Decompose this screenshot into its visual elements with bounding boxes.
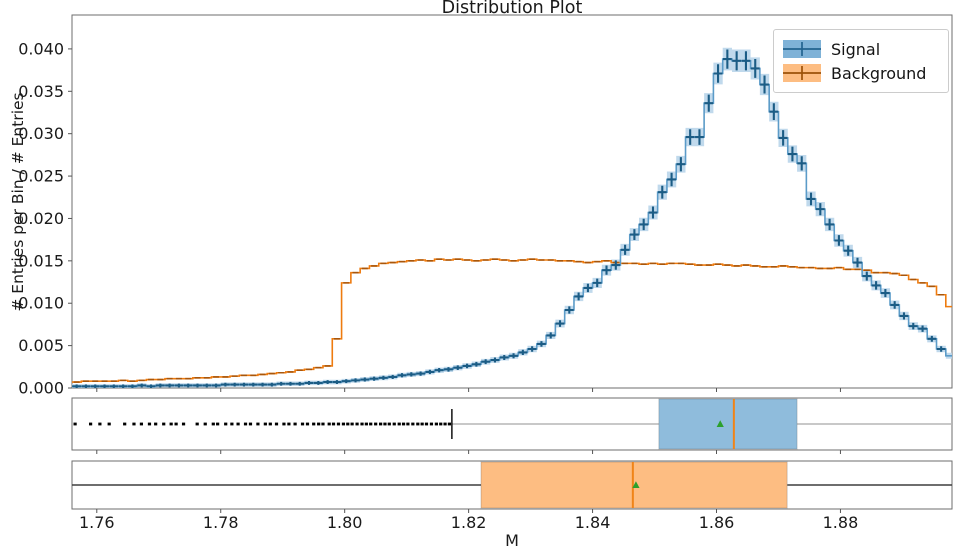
x-axis-label: M (72, 531, 952, 549)
legend: Signal Background (773, 29, 949, 93)
signal-boxplot-flier (406, 423, 409, 426)
signal-boxplot-flier (312, 423, 315, 426)
signal-boxplot-flier (393, 423, 396, 426)
signal-boxplot-flier (402, 423, 405, 426)
signal-boxplot-flier (282, 423, 285, 426)
signal-boxplot-flier (256, 423, 259, 426)
signal-boxplot-flier (430, 423, 433, 426)
figure: 1.761.781.801.821.841.861.880.0000.0050.… (0, 0, 957, 549)
signal-boxplot-flier (264, 423, 267, 426)
signal-boxplot-flier (383, 423, 386, 426)
signal-boxplot-flier (123, 423, 126, 426)
signal-boxplot-flier (337, 423, 340, 426)
signal-boxplot-flier (332, 423, 335, 426)
signal-boxplot-flier (182, 423, 185, 426)
signal-boxplot-flier (416, 423, 419, 426)
x-tick-label: 1.82 (451, 513, 487, 532)
signal-boxplot-flier (388, 423, 391, 426)
signal-boxplot-flier (230, 423, 233, 426)
signal-boxplot-flier (204, 423, 207, 426)
signal-boxplot-flier (162, 423, 165, 426)
chart-title: Distribution Plot (72, 0, 952, 18)
signal-boxplot-flier (301, 423, 304, 426)
y-tick-label: 0.040 (18, 39, 64, 58)
signal-boxplot-flier (216, 423, 219, 426)
signal-boxplot-box (659, 399, 797, 449)
x-tick-label: 1.78 (203, 513, 239, 532)
signal-boxplot-flier (275, 423, 278, 426)
legend-item-signal: Signal (783, 37, 939, 61)
signal-boxplot-flier (443, 423, 446, 426)
y-axis-label: # Entries per Bin / # Entries (9, 62, 27, 342)
signal-boxplot-flier (108, 423, 111, 426)
signal-boxplot-flier (224, 423, 227, 426)
x-tick-label: 1.86 (699, 513, 735, 532)
signal-boxplot-flier (365, 423, 368, 426)
x-tick-label: 1.76 (79, 513, 115, 532)
signal-boxplot-flier (212, 423, 215, 426)
x-tick-label: 1.84 (575, 513, 611, 532)
signal-boxplot-flier (170, 423, 173, 426)
signal-boxplot-flier (148, 423, 151, 426)
signal-boxplot-flier (196, 423, 199, 426)
signal-boxplot-flier (369, 423, 372, 426)
signal-boxplot-flier (249, 423, 252, 426)
signal-boxplot-flier (317, 423, 320, 426)
signal-boxplot-flier (175, 423, 178, 426)
signal-boxplot-flier (89, 423, 92, 426)
y-tick-label: 0.000 (18, 379, 64, 398)
signal-boxplot-flier (244, 423, 247, 426)
signal-boxplot-flier (435, 423, 438, 426)
signal-boxplot-flier (342, 423, 345, 426)
legend-label-signal: Signal (831, 40, 880, 59)
signal-swatch-icon (783, 39, 821, 59)
signal-boxplot-flier (269, 423, 272, 426)
signal-boxplot-flier (421, 423, 424, 426)
signal-boxplot-flier (140, 423, 143, 426)
background-swatch-icon (783, 63, 821, 83)
signal-boxplot-flier (236, 423, 239, 426)
legend-label-background: Background (831, 64, 926, 83)
x-tick-label: 1.88 (823, 513, 859, 532)
signal-boxplot-flier (306, 423, 309, 426)
signal-boxplot-flier (328, 423, 331, 426)
signal-boxplot-flier (411, 423, 414, 426)
signal-boxplot-flier (154, 423, 157, 426)
signal-boxplot-flier (439, 423, 442, 426)
signal-boxplot-flier (379, 423, 382, 426)
signal-boxplot-flier (355, 423, 358, 426)
signal-boxplot-flier (346, 423, 349, 426)
signal-boxplot-flier (132, 423, 135, 426)
signal-boxplot-flier (374, 423, 377, 426)
signal-boxplot-flier (448, 423, 451, 426)
signal-boxplot-flier (360, 423, 363, 426)
legend-item-background: Background (783, 61, 939, 85)
signal-boxplot-flier (321, 423, 324, 426)
signal-boxplot-flier (73, 423, 76, 426)
signal-boxplot-flier (287, 423, 290, 426)
signal-boxplot-flier (351, 423, 354, 426)
signal-boxplot-flier (293, 423, 296, 426)
signal-boxplot-flier (98, 423, 101, 426)
signal-boxplot-flier (398, 423, 401, 426)
x-tick-label: 1.80 (327, 513, 363, 532)
signal-boxplot-flier (425, 423, 428, 426)
